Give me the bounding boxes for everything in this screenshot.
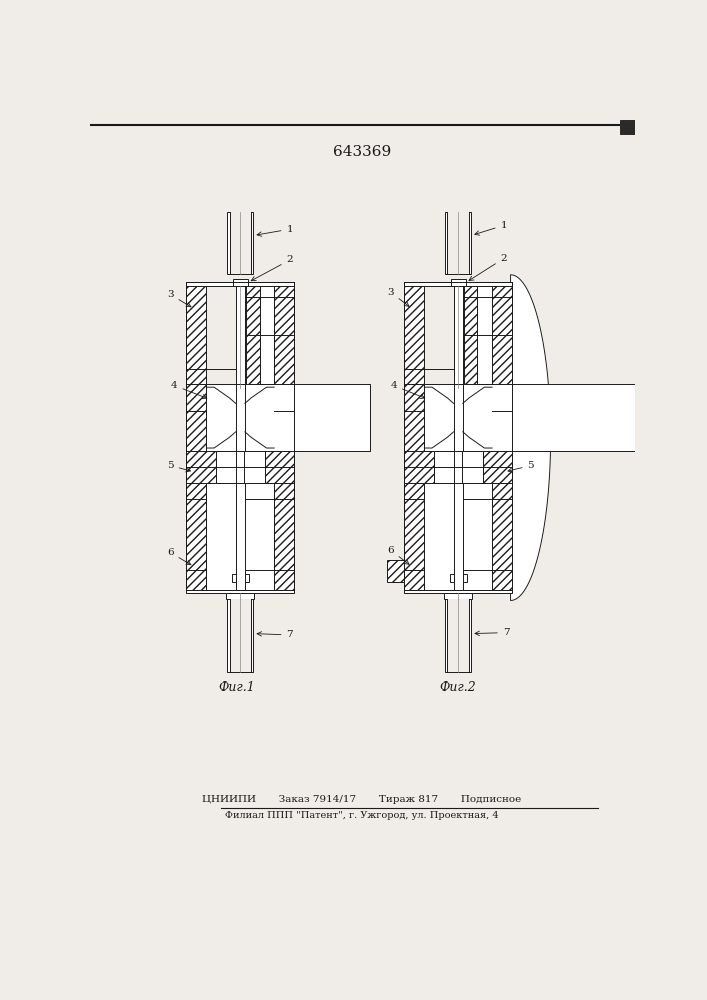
- Bar: [404, 451, 433, 483]
- Bar: [464, 286, 477, 384]
- Bar: [404, 384, 424, 451]
- Bar: [445, 212, 472, 274]
- Bar: [477, 286, 492, 384]
- Bar: [424, 384, 707, 451]
- Bar: [404, 590, 512, 593]
- Text: 6: 6: [387, 546, 409, 564]
- Bar: [274, 286, 294, 384]
- Bar: [387, 560, 404, 582]
- Text: 2: 2: [251, 255, 293, 281]
- Bar: [216, 451, 265, 483]
- Bar: [448, 599, 469, 672]
- Text: Фиг.2: Фиг.2: [440, 681, 477, 694]
- Bar: [464, 483, 477, 590]
- Text: 5: 5: [167, 461, 190, 472]
- Bar: [235, 384, 245, 451]
- Text: 3: 3: [387, 288, 409, 306]
- Bar: [187, 384, 206, 451]
- Bar: [483, 451, 512, 483]
- Bar: [232, 574, 249, 582]
- Bar: [454, 286, 463, 384]
- Bar: [424, 483, 492, 590]
- Text: 7: 7: [257, 630, 293, 639]
- Bar: [454, 384, 463, 451]
- Bar: [450, 279, 466, 286]
- Bar: [620, 120, 635, 134]
- Text: 4: 4: [171, 381, 207, 399]
- Bar: [233, 279, 248, 286]
- Bar: [492, 286, 512, 384]
- Bar: [265, 451, 294, 483]
- Bar: [404, 286, 424, 384]
- Bar: [227, 599, 253, 672]
- Bar: [492, 384, 512, 451]
- Bar: [455, 451, 462, 483]
- Bar: [274, 483, 294, 590]
- Text: Фиг.1: Фиг.1: [218, 681, 255, 694]
- Bar: [230, 599, 251, 672]
- Bar: [274, 384, 294, 451]
- Bar: [246, 483, 259, 590]
- Text: 2: 2: [469, 254, 507, 280]
- Bar: [454, 483, 463, 590]
- Bar: [235, 483, 245, 590]
- Text: 3: 3: [167, 290, 191, 307]
- Bar: [227, 212, 253, 274]
- Text: 6: 6: [167, 548, 191, 565]
- Bar: [187, 282, 294, 286]
- Bar: [230, 212, 251, 274]
- Bar: [187, 286, 206, 384]
- Bar: [404, 483, 424, 590]
- Bar: [445, 599, 472, 672]
- Bar: [433, 451, 483, 483]
- Bar: [492, 483, 512, 590]
- Polygon shape: [510, 275, 551, 600]
- Text: ЦНИИПИ       Заказ 7914/17       Тираж 817       Подписное: ЦНИИПИ Заказ 7914/17 Тираж 817 Подписное: [202, 795, 522, 804]
- Bar: [187, 483, 206, 590]
- Text: 4: 4: [390, 381, 425, 398]
- Text: 5: 5: [508, 461, 534, 472]
- Text: 643369: 643369: [333, 145, 391, 159]
- Bar: [206, 384, 370, 451]
- Bar: [226, 593, 254, 599]
- Text: Филиал ППП "Патент", г. Ужгород, ул. Проектная, 4: Филиал ППП "Патент", г. Ужгород, ул. Про…: [225, 811, 498, 820]
- Bar: [246, 286, 259, 384]
- Text: 1: 1: [257, 225, 293, 236]
- Bar: [235, 286, 245, 384]
- Text: 1: 1: [475, 221, 507, 235]
- Bar: [444, 593, 472, 599]
- Bar: [236, 451, 244, 483]
- Bar: [450, 574, 467, 582]
- Bar: [187, 590, 294, 593]
- Bar: [448, 212, 469, 274]
- Bar: [187, 451, 216, 483]
- Bar: [404, 282, 512, 286]
- Bar: [259, 286, 274, 384]
- Text: 7: 7: [475, 628, 510, 637]
- Bar: [206, 483, 274, 590]
